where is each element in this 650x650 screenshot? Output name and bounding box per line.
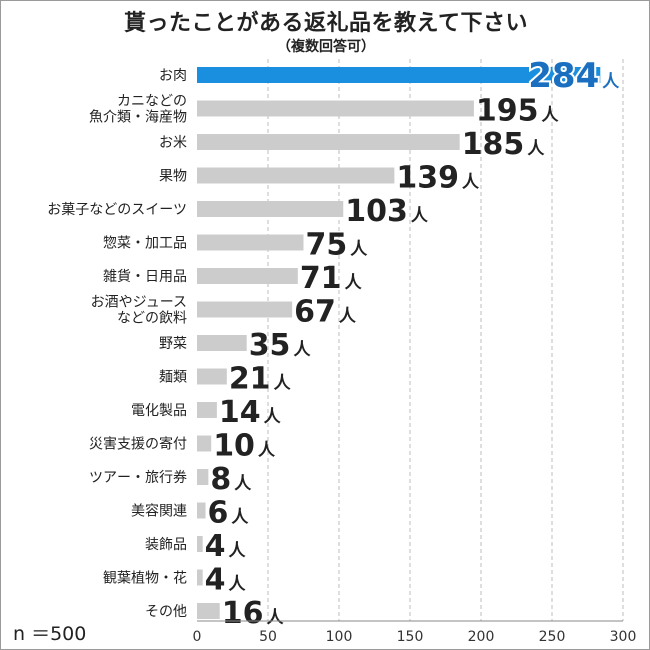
category-label: 観葉植物・花 [103, 570, 187, 587]
category-label: カニなどの魚介類・海産物 [89, 94, 187, 126]
category-label: お菓子などのスイーツ [47, 202, 187, 218]
category-label: 果物 [159, 169, 187, 185]
bar [197, 603, 220, 619]
data-label-unit: 人 [231, 508, 249, 528]
category-label: 雑貨・日用品 [103, 268, 187, 285]
data-label: 139 [396, 161, 459, 196]
data-label: 4 [205, 529, 226, 564]
data-label-unit: 人 [411, 206, 429, 226]
data-label-unit: 人 [542, 106, 560, 126]
data-label: 14 [219, 395, 261, 430]
data-label-unit: 人 [234, 474, 252, 494]
category-label: 装飾品 [145, 537, 187, 553]
category-label: 野菜 [159, 336, 187, 352]
x-tick-label: 150 [397, 629, 424, 645]
data-label: 4 [205, 563, 226, 598]
category-label: お米 [159, 135, 187, 151]
data-label-unit: 人 [527, 139, 545, 159]
data-label: 16 [222, 596, 264, 631]
data-label: 10 [213, 429, 255, 464]
data-label: 8 [210, 462, 231, 497]
bar [197, 67, 601, 83]
bar [197, 502, 206, 519]
bar [197, 435, 212, 452]
data-label-unit: 人 [229, 575, 247, 595]
data-label: 35 [249, 328, 291, 363]
category-label: 災害支援の寄付 [89, 436, 187, 453]
data-label: 284 [528, 56, 599, 96]
bar [197, 234, 304, 251]
bar [197, 569, 203, 586]
bar [197, 469, 209, 485]
chart-subtitle: （複数回答可） [277, 39, 375, 55]
bar [197, 100, 474, 117]
category-label: ツアー・旅行券 [89, 470, 187, 486]
data-label: 21 [229, 362, 271, 397]
data-label-unit: 人 [293, 340, 311, 360]
bar [197, 301, 293, 318]
data-label: 6 [208, 496, 229, 531]
bar [197, 536, 203, 552]
x-tick-label: 50 [259, 629, 277, 645]
bar [197, 402, 217, 418]
data-label: 195 [476, 94, 539, 129]
category-label: お酒やジュースなどの飲料 [91, 295, 187, 327]
data-label-unit: 人 [350, 240, 368, 260]
data-label: 103 [345, 194, 408, 229]
sample-size-label: n ＝500 [13, 623, 87, 645]
bar [197, 167, 395, 184]
data-label-unit: 人 [258, 441, 276, 461]
data-label-unit: 人 [264, 407, 282, 427]
category-label: その他 [145, 604, 187, 620]
x-tick-label: 250 [539, 629, 566, 645]
data-label-unit: 人 [339, 307, 357, 327]
data-label: 185 [462, 127, 525, 162]
x-tick-label: 100 [326, 629, 353, 645]
category-label: 麺類 [159, 370, 187, 386]
bar [197, 368, 227, 385]
data-label-unit: 人 [462, 173, 480, 193]
category-label: お肉 [159, 68, 187, 84]
bar [197, 335, 247, 351]
category-label: 惣菜・加工品 [103, 236, 187, 252]
bar [197, 201, 344, 217]
data-label-unit: 人 [229, 541, 247, 561]
data-label: 75 [306, 228, 348, 263]
chart-title: 貰ったことがある返礼品を教えて下さい [124, 11, 528, 36]
data-label-unit: 人 [345, 273, 363, 293]
bar [197, 268, 298, 284]
x-tick-label: 300 [610, 629, 637, 645]
x-tick-label: 0 [193, 629, 202, 645]
category-label: 美容関連 [131, 503, 187, 520]
bar [197, 134, 460, 150]
data-label-unit: 人 [274, 374, 292, 394]
category-label: 電化製品 [131, 403, 187, 419]
data-label-unit: 人 [266, 608, 284, 628]
x-tick-label: 200 [468, 629, 495, 645]
data-label: 71 [300, 261, 342, 296]
data-label-unit: 人 [602, 72, 620, 92]
data-label: 67 [294, 295, 336, 330]
